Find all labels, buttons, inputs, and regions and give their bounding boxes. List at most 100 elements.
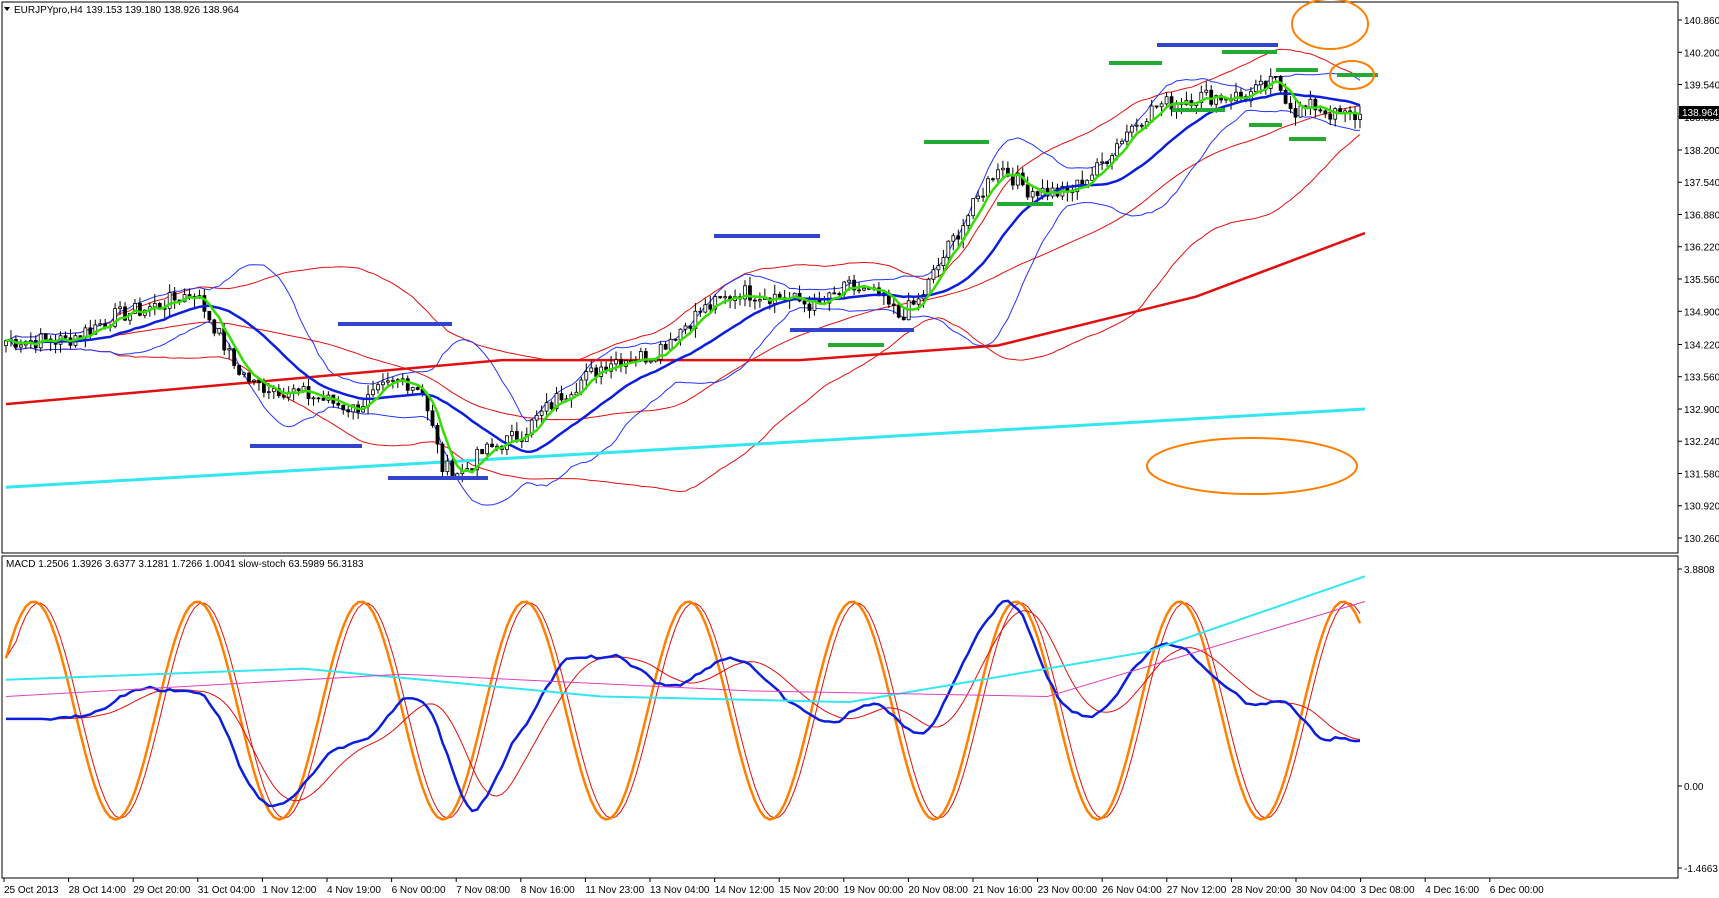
candle-body	[832, 292, 837, 295]
candle-body	[614, 359, 618, 365]
candle-body	[663, 343, 668, 350]
candle-body	[212, 319, 217, 334]
stoch-main-line	[4, 600, 1362, 821]
candle-body	[589, 367, 594, 372]
candle-body	[430, 410, 435, 426]
magenta-indicator-line	[5, 601, 1366, 698]
price-tick-label: 140.200	[1684, 48, 1719, 59]
candle-body	[718, 296, 723, 299]
candle-body	[812, 297, 817, 311]
time-tick-label: 21 Nov 16:00	[973, 885, 1033, 896]
candle-body	[584, 371, 589, 381]
price-tick-label: 134.900	[1684, 307, 1719, 318]
candle-body	[1323, 110, 1328, 115]
indicator-label: MACD 1.2506 1.3926 3.6377 3.1281 1.7266 …	[6, 559, 364, 570]
price-tick-label: 130.920	[1684, 502, 1719, 513]
candle-body	[911, 300, 916, 305]
blue-ma-line	[5, 92, 1361, 454]
candle-body	[88, 327, 93, 335]
candle-body	[1159, 103, 1164, 108]
price-tick-label: 137.540	[1684, 178, 1719, 189]
candle-body	[703, 304, 708, 313]
candle-body	[1139, 124, 1144, 127]
red-long-ma-line	[5, 231, 1366, 406]
candle-body	[1308, 98, 1313, 108]
collapse-triangle-icon[interactable]	[4, 7, 10, 11]
bollinger-bands	[5, 72, 1361, 506]
long-moving-averages	[5, 231, 1366, 489]
candle-body	[1005, 167, 1010, 177]
candle-body	[544, 402, 549, 412]
candle-body	[847, 279, 852, 283]
candle-body	[1025, 184, 1030, 198]
candle-body	[480, 449, 485, 455]
price-tick-label: 138.200	[1684, 146, 1719, 157]
candle-body	[247, 372, 251, 382]
slow-envelope-bands	[5, 48, 1361, 493]
candle-body	[445, 460, 450, 473]
candle-body	[1358, 113, 1362, 121]
candle-body	[490, 443, 494, 447]
candle-body	[376, 384, 380, 391]
candle-body	[1288, 102, 1293, 109]
candle-body	[757, 299, 762, 302]
candle-body	[991, 178, 995, 181]
candle-body	[440, 443, 445, 473]
candle-body	[271, 388, 276, 393]
candle-body	[336, 402, 341, 406]
time-tick-label: 23 Nov 00:00	[1038, 885, 1098, 896]
time-tick-label: 19 Nov 00:00	[844, 885, 904, 896]
candle-body	[1283, 90, 1288, 104]
candle-body	[966, 215, 971, 226]
candle-body	[167, 292, 172, 309]
candle-body	[450, 460, 455, 479]
candle-body	[807, 303, 812, 311]
candle-body	[281, 395, 286, 398]
candle-body	[217, 327, 222, 334]
candle-body	[133, 303, 137, 314]
indicator-axis: 3.8808 0.00 -1.4663	[1678, 565, 1718, 875]
candle-body	[113, 308, 118, 327]
candle-body	[296, 388, 301, 391]
candle-body	[901, 316, 906, 321]
ohlc-label: 139.153 139.180 138.926 138.964	[86, 5, 239, 16]
symbol-label: EURJPYpro,H4	[14, 5, 83, 16]
candle-body	[1204, 89, 1209, 93]
candle-body	[1010, 175, 1015, 186]
candle-body	[748, 285, 752, 301]
candle-body	[976, 195, 980, 200]
candle-body	[172, 292, 177, 301]
candle-body	[232, 348, 237, 366]
candle-body	[1169, 96, 1174, 110]
price-panel-frame	[1, 1, 1679, 554]
highlight-ellipse	[1329, 60, 1375, 90]
candle-body	[956, 235, 961, 240]
candle-body	[405, 378, 410, 391]
candle-body	[252, 379, 256, 382]
candle-body	[202, 295, 207, 312]
candle-body	[713, 296, 718, 310]
candle-body	[896, 305, 901, 318]
candle-body	[1313, 98, 1318, 111]
candle-body	[852, 279, 856, 291]
candle-body	[1273, 75, 1278, 78]
candle-body	[1318, 109, 1323, 112]
price-tick-label: 132.900	[1684, 405, 1719, 416]
level-markers	[250, 43, 1378, 480]
candle-body	[242, 372, 246, 375]
candle-body	[1328, 113, 1333, 120]
time-tick-label: 29 Oct 20:00	[133, 885, 191, 896]
candle-body	[1001, 167, 1005, 171]
cyan-indicator-line	[5, 575, 1366, 704]
candle-body	[698, 310, 703, 313]
price-tick-label: 136.220	[1684, 243, 1719, 254]
candle-body	[559, 393, 564, 401]
candle-body	[777, 293, 782, 299]
candle-body	[891, 303, 896, 307]
candle-body	[1115, 143, 1119, 157]
candle-body	[316, 397, 321, 400]
candle-body	[266, 391, 271, 394]
candle-body	[916, 298, 921, 305]
cyan-long-ma-line	[5, 407, 1366, 489]
